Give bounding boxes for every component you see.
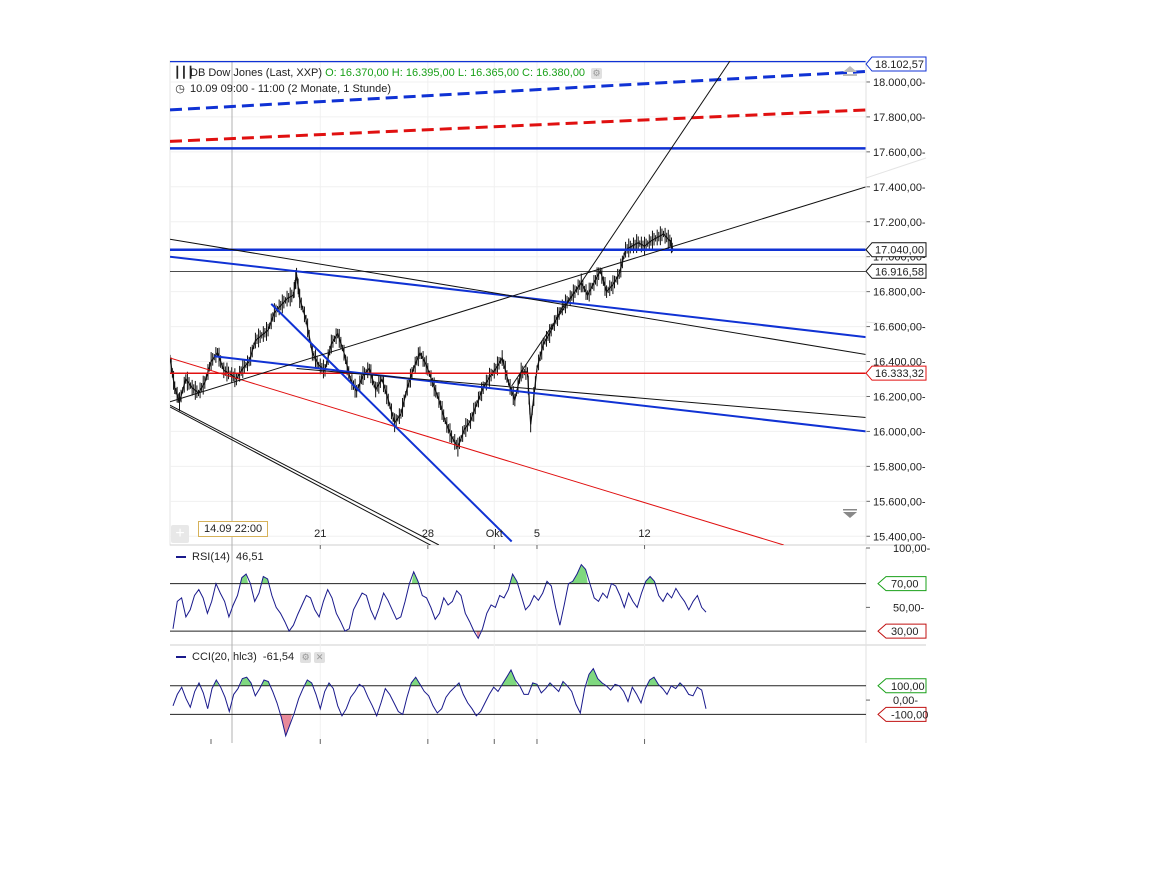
cci-fill [409, 677, 422, 686]
indicator-lines [172, 563, 707, 738]
trend-line [170, 406, 432, 545]
indicator-levels: 70,00 30,00 100,00- 50,00- 100,00 -100,00 0,00… [170, 543, 931, 722]
y-tick-label: 17.200,00- [873, 217, 926, 229]
cci-value: -61,54 [262, 651, 295, 663]
scroll-down-icon[interactable] [843, 512, 857, 518]
instrument-header: ┃┃┃DB Dow Jones (Last, XXP) O: 16.370,00… [174, 66, 603, 79]
cci-line [172, 667, 707, 738]
value-tag-label: 16.916,58 [875, 266, 924, 278]
trend-line [170, 69, 866, 112]
rsi-fill [239, 574, 249, 584]
trend-line [170, 186, 866, 403]
x-tick-label: 5 [534, 528, 540, 540]
cci-fill [500, 670, 518, 686]
extension-line [865, 321, 927, 329]
ohlc-values: O: 16.370,00 H: 16.395,00 L: 16.365,00 C… [325, 67, 586, 79]
add-indicator-button[interactable]: + [171, 525, 189, 543]
rsi-tick-label: 100,00- [893, 543, 931, 555]
rsi-tick-label: 50,00- [893, 602, 925, 614]
y-tick-label: 18.000,00- [873, 77, 926, 89]
y-tick-label: 16.200,00- [873, 391, 926, 403]
price-grid [170, 61, 927, 743]
rsi-fill [476, 631, 481, 639]
extension-line [865, 157, 927, 179]
cci-fill [587, 668, 604, 686]
y-tick-label: 17.600,00- [873, 147, 926, 159]
y-tick-label: 16.600,00- [873, 322, 926, 334]
trend-line [270, 303, 513, 543]
x-tick-label: 12 [638, 528, 650, 540]
trend-line [170, 238, 866, 356]
cci-header: CCI(20, hlc3) -61,54 ⚙ ✕ [176, 651, 326, 663]
cci-level-label: -100,00 [891, 709, 928, 721]
cci-fill [214, 680, 219, 686]
value-tag [865, 242, 927, 258]
cci-label: CCI(20, hlc3) [192, 651, 257, 663]
price-panel-frame [169, 60, 867, 546]
y-tick-label: 15.600,00- [873, 496, 926, 508]
trend-line [296, 368, 866, 418]
scroll-up-icon[interactable] [843, 66, 857, 72]
cursor-date-label: 14.09 22:00 [198, 521, 269, 537]
rsi-line [172, 563, 707, 640]
y-tick-label: 15.800,00- [873, 461, 926, 473]
rsi-header: RSI(14) 46,51 [176, 551, 264, 563]
settings-gear-icon[interactable]: ⚙ [591, 67, 603, 79]
cci-settings-icon[interactable]: ⚙ [300, 651, 312, 663]
cci-swatch [176, 656, 186, 659]
value-tag [865, 365, 927, 381]
indicator-fills [197, 564, 682, 736]
rsi-level-tag [877, 576, 927, 592]
trend-line [170, 357, 784, 545]
candlestick-icon: ┃┃┃ [174, 67, 194, 79]
y-tick-label: 15.400,00- [873, 531, 926, 543]
rsi-level-label: 70,00 [891, 579, 919, 591]
rsi-level-label: 30,00 [891, 626, 919, 638]
instrument-name: DB Dow Jones (Last, XXP) [190, 67, 323, 79]
cci-fill [305, 680, 314, 686]
rsi-fill [643, 576, 657, 584]
y-tick-label: 17.800,00- [873, 112, 926, 124]
time-axis: 21 28 Okt 5 12 [210, 528, 651, 744]
scroll-up-bar[interactable] [843, 74, 857, 76]
cci-level-tag [877, 706, 927, 722]
trend-lines[interactable] [170, 61, 866, 554]
trend-line [511, 61, 731, 387]
y-tick-label: 16.000,00- [873, 426, 926, 438]
price-axis: 15.400,00- 15.600,00- 15.800,00- 16.000,00-… [865, 61, 926, 545]
price-series [170, 226, 674, 457]
value-tag-label: 16.333,32 [875, 368, 924, 380]
y-tick-label: 17.400,00- [873, 182, 926, 194]
x-tick-label: 28 [422, 528, 434, 540]
period-label: 10.09 09:00 - 11:00 (2 Monate, 1 Stunde) [190, 83, 391, 95]
rsi-level-tag [877, 623, 927, 639]
scroll-down-bar[interactable] [843, 509, 857, 511]
cci-level-label: 100,00 [891, 681, 925, 693]
rsi-value: 46,51 [236, 551, 264, 563]
y-tick-label: 16.800,00- [873, 287, 926, 299]
value-tag-label: 17.040,00 [875, 245, 924, 257]
value-tag [865, 56, 927, 72]
trend-line [170, 108, 866, 143]
value-tag [865, 263, 927, 279]
y-tick-label: 16.400,00- [873, 357, 926, 369]
period-header: ◷ 10.09 09:00 - 11:00 (2 Monate, 1 Stunde… [174, 82, 391, 95]
cci-close-icon[interactable]: ✕ [314, 651, 326, 663]
axis-value-labels: 18.102,57 17.040,00 16.916,58 16.333,32 [865, 56, 927, 381]
clock-icon: ◷ [175, 83, 185, 95]
cci-tick-label: 0,00- [893, 695, 918, 707]
x-tick-label: Okt [486, 528, 503, 540]
rsi-fill [570, 564, 588, 584]
trend-line [170, 404, 440, 545]
rsi-label: RSI(14) [192, 551, 230, 563]
value-tag-label: 18.102,57 [875, 59, 924, 71]
cci-fill [279, 714, 292, 736]
x-tick-label: 21 [314, 528, 326, 540]
rsi-swatch [176, 556, 186, 559]
cci-level-tag [877, 678, 927, 694]
trend-line [214, 355, 866, 433]
cci-fill [240, 677, 253, 686]
